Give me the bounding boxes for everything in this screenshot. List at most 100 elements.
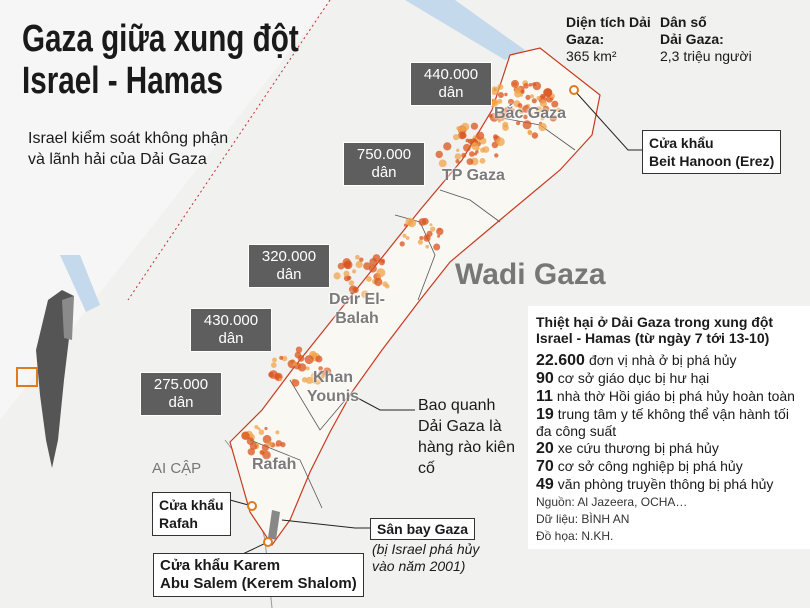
population: 430.000 <box>203 312 259 329</box>
damage-text: cơ sở giáo dục bị hư hại <box>557 370 710 386</box>
damage-dot <box>268 371 274 378</box>
damage-dot <box>241 431 250 440</box>
damage-text: nhà thờ Hồi giáo bị phá hủy hoàn toàn <box>556 388 795 404</box>
country-label: AI CẬP <box>152 460 202 477</box>
damage-dot <box>433 243 441 251</box>
damage-dot <box>474 152 478 156</box>
damage-dot <box>437 234 441 238</box>
damage-item: 19 trung tâm y tế không thể vận hành tối … <box>536 406 804 439</box>
damage-dot <box>429 223 433 227</box>
damage-dot <box>304 355 314 365</box>
damage-dot <box>305 376 314 384</box>
damage-dot <box>297 363 307 372</box>
damage-dot <box>311 372 318 380</box>
damage-dot <box>258 429 265 436</box>
damage-dot <box>511 79 519 88</box>
damage-dot <box>275 440 283 447</box>
damage-dot <box>443 142 452 151</box>
damage-dot <box>499 116 503 120</box>
stat: Diện tích Dải Gaza: 365 km² <box>566 14 651 65</box>
damage-dot <box>525 94 531 100</box>
crossing-line: Cửa khẩu <box>159 497 224 513</box>
damage-dot <box>385 284 390 289</box>
damage-dot <box>455 159 460 164</box>
title-line: Israel - Hamas <box>22 60 224 102</box>
damage-dot <box>380 258 385 263</box>
city-name: TP Gaza <box>442 167 505 184</box>
damage-dot <box>366 276 372 282</box>
damage-item: 22.600 đơn vị nhà ở bị phá hủy <box>536 352 804 369</box>
stat: Dân số Dải Gaza: 2,3 triệu người <box>660 14 800 65</box>
damage-dot <box>514 90 522 98</box>
population-unit: dân <box>168 394 194 411</box>
damage-dot <box>489 113 499 122</box>
damage-text: xe cứu thương bị phá hủy <box>557 440 719 456</box>
crossing-marker <box>569 85 579 95</box>
crossing-line: Rafah <box>159 515 198 531</box>
damage-dot <box>497 98 503 104</box>
damage-dot <box>494 153 499 158</box>
damage-dot <box>511 108 515 112</box>
damage-dot <box>257 427 261 431</box>
damage-dot <box>493 134 498 140</box>
population-box: 275.000 dân <box>140 372 222 416</box>
damage-number: 22.600 <box>536 352 585 369</box>
damage-item: 11 nhà thờ Hồi giáo bị phá hủy hoàn toàn <box>536 388 804 405</box>
damage-dot <box>322 367 332 376</box>
damage-item: 70 cơ sở công nghiệp bị phá hủy <box>536 458 804 475</box>
damage-panel: Thiệt hại ở Dải Gaza trong xung đột Isra… <box>528 306 810 549</box>
damage-dot <box>399 241 405 247</box>
airport-note: (bị Israel phá hủy vào năm 2001) <box>372 541 480 574</box>
airport-label: Sân bay Gaza <box>370 518 476 540</box>
damage-dot <box>403 223 408 227</box>
damage-dot <box>363 262 371 270</box>
damage-dot <box>527 129 532 135</box>
damage-dot <box>536 95 541 101</box>
population: 750.000 <box>356 146 412 163</box>
damage-dot <box>361 290 370 299</box>
damage-dot <box>539 99 548 108</box>
damage-dot <box>540 116 545 121</box>
district-border <box>289 379 353 431</box>
damage-dot <box>359 257 364 262</box>
crossing-label: Cửa khẩu Beit Hanoon (Erez) <box>642 130 782 174</box>
damage-dot <box>369 258 378 266</box>
damage-dot <box>540 93 546 99</box>
damage-dot <box>405 236 410 240</box>
source: Nguồn: Al Jazeera, OCHA… <box>536 495 688 509</box>
damage-dot <box>315 355 323 363</box>
damage-dot <box>261 444 269 452</box>
damage-dot <box>275 430 280 435</box>
damage-number: 90 <box>536 370 554 387</box>
damage-dot <box>333 272 341 280</box>
population-box: 750.000 dân <box>343 142 425 186</box>
sea-strip <box>405 0 525 60</box>
damage-text: trung tâm y tế không thể vận hành tối đa… <box>536 406 789 439</box>
damage-text: đơn vị nhà ở bị phá hủy <box>588 352 737 368</box>
damage-dot <box>453 134 460 141</box>
sea-boundary <box>127 0 331 301</box>
damage-dot <box>272 357 277 363</box>
damage-number: 11 <box>536 388 553 405</box>
damage-item: 20 xe cứu thương bị phá hủy <box>536 440 804 457</box>
damage-dot <box>465 138 470 143</box>
population-box: 440.000 dân <box>410 62 492 106</box>
sea-strip <box>60 255 100 312</box>
population: 320.000 <box>261 248 317 265</box>
city-name: Deir El-Balah <box>328 291 385 327</box>
damage-dot <box>502 121 509 128</box>
crossing-label: Cửa khẩu Karem Abu Salem (Kerem Shalom) <box>153 553 364 597</box>
title: Gaza giữa xung đột Israel - Hamas <box>22 18 299 102</box>
damage-dot <box>402 233 407 238</box>
city-name: Khan Younis <box>306 369 360 405</box>
damage-dot <box>417 239 423 245</box>
population: 275.000 <box>153 376 209 393</box>
damage-dot <box>551 100 559 108</box>
damage-dot <box>454 153 462 160</box>
damage-dot <box>556 107 561 113</box>
damage-dot <box>279 355 284 360</box>
damage-dot <box>292 362 297 367</box>
crossing-line: Cửa khẩu <box>649 135 714 151</box>
damage-dot <box>249 442 258 450</box>
damage-dot <box>426 230 433 237</box>
